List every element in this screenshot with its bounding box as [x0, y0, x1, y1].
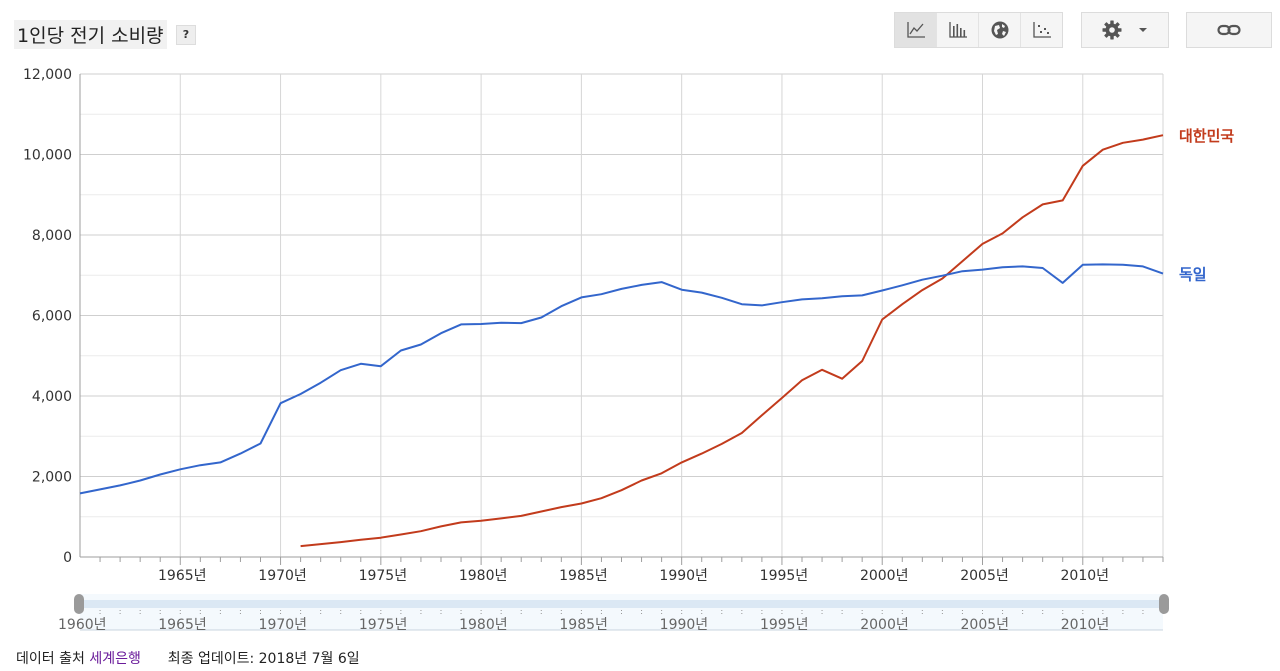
scatter-chart-button[interactable]: [1021, 13, 1062, 47]
line-chart: 0 2,000 4,000 6,000 8,000 10,000 12,000 1965년 19…: [23, 67, 1234, 633]
x-tick-label: 2000년: [860, 568, 909, 584]
range-tick-label: 1965년: [158, 617, 207, 633]
range-handle-left[interactable]: [74, 594, 84, 614]
x-tick-label: 2010년: [1061, 568, 1110, 584]
range-tick-label: 1985년: [559, 617, 608, 633]
x-tick-label: 1975년: [359, 568, 408, 584]
chart-type-toolbar: [894, 12, 1063, 48]
bar-chart-icon: [948, 22, 967, 38]
share-link-button[interactable]: [1186, 12, 1272, 48]
range-tick-label: 2000년: [860, 617, 909, 633]
y-tick-label: 2,000: [32, 470, 72, 486]
series-label-korea: 대한민국: [1179, 127, 1234, 145]
source-prefix: 데이터 출처: [16, 651, 85, 667]
globe-icon: [991, 21, 1008, 39]
series-line-germany: [79, 263, 1164, 495]
series-label-germany: 독일: [1179, 266, 1207, 284]
y-tick-label: 4,000: [32, 389, 72, 405]
x-tick-label: 1995년: [760, 568, 809, 584]
source-link[interactable]: 세계은행: [89, 651, 141, 667]
gear-icon: [1102, 20, 1122, 40]
line-chart-icon: [906, 22, 925, 38]
help-button[interactable]: ?: [176, 25, 196, 45]
link-icon: [1217, 24, 1241, 36]
range-tick-label: 1975년: [359, 617, 408, 633]
chart-title: 1인당 전기 소비량: [14, 20, 167, 49]
line-chart-button[interactable]: [895, 13, 937, 47]
y-tick-label: 10,000: [23, 148, 72, 164]
x-tick-label: 1980년: [459, 568, 508, 584]
bar-chart-button[interactable]: [937, 13, 979, 47]
range-tick-label: 1995년: [760, 617, 809, 633]
x-tick-label: 2005년: [960, 568, 1009, 584]
range-selector-bar: [80, 600, 1163, 608]
map-view-button[interactable]: [979, 13, 1021, 47]
y-tick-label: 8,000: [32, 228, 72, 244]
chevron-down-icon: [1139, 28, 1147, 32]
y-tick-label: 12,000: [23, 67, 72, 83]
range-handle-right[interactable]: [1159, 594, 1169, 614]
range-tick-label: 2005년: [961, 617, 1010, 633]
range-tick-label: 1980년: [459, 617, 508, 633]
x-tick-label: 1990년: [659, 568, 708, 584]
scatter-icon: [1032, 22, 1051, 38]
x-tick-label: 1970년: [258, 568, 307, 584]
last-updated: 최종 업데이트: 2018년 7월 6일: [167, 651, 360, 667]
range-tick-label: 1990년: [660, 617, 709, 633]
range-tick-label: 1970년: [259, 617, 308, 633]
x-tick-label: 1985년: [559, 568, 608, 584]
series-line-korea: [300, 134, 1164, 548]
range-tick-label: 2010년: [1061, 617, 1110, 633]
x-tick-label: 1965년: [158, 568, 207, 584]
footer: 데이터 출처 세계은행 최종 업데이트: 2018년 7월 6일: [16, 648, 360, 668]
y-tick-label: 6,000: [32, 309, 72, 325]
settings-button[interactable]: [1081, 12, 1169, 48]
y-tick-label: 0: [63, 550, 72, 566]
range-tick-label: 1960년: [58, 617, 107, 633]
